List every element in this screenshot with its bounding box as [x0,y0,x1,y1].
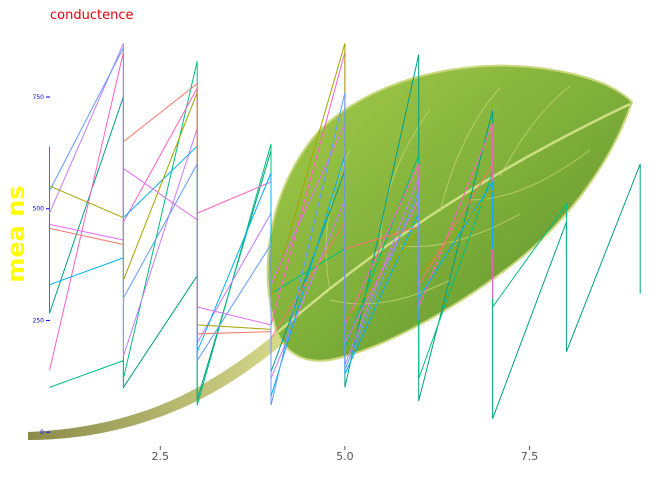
leaf-blade [266,64,634,362]
leaf-background [28,64,634,440]
leaf-veins [325,85,591,305]
y-axis-label: mea ns [2,185,30,282]
x-axis-ticks: 2.5 5.0 7.5 [152,446,539,463]
x-tick-label: 2.5 [152,450,170,463]
y-tick-label: 500 [33,206,45,213]
y-tick-label: 0 [40,429,44,436]
leaf-midrib [277,102,631,333]
y-axis-ticks: 0 250 500 750 [33,94,50,436]
x-tick-label: 7.5 [521,450,539,463]
series-line-9 [49,47,420,406]
x-tick-label: 5.0 [336,450,354,463]
y-tick-label: 750 [33,94,45,101]
leaf-stem [28,328,290,440]
series-lines [49,43,641,419]
chart-title: conductence [50,8,133,23]
y-tick-label: 250 [33,317,45,324]
